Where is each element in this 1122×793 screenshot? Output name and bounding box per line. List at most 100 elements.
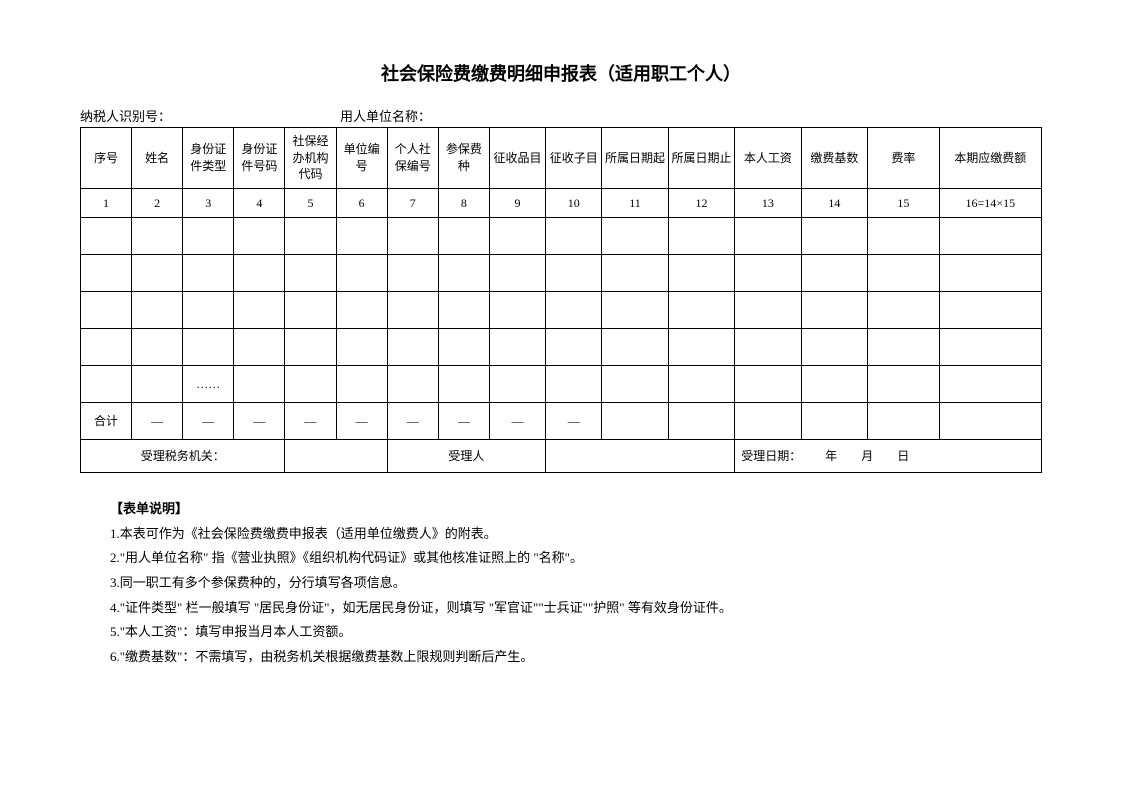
total-cell: — — [234, 403, 285, 440]
total-cell — [668, 403, 734, 440]
total-cell: — — [132, 403, 183, 440]
column-header: 参保费种 — [438, 128, 489, 189]
table-cell — [868, 366, 940, 403]
column-number: 8 — [438, 189, 489, 218]
table-cell — [285, 366, 336, 403]
table-cell — [489, 292, 545, 329]
instruction-item: 6."缴费基数"：不需填写，由税务机关根据缴费基数上限规则判断后产生。 — [110, 645, 1042, 670]
table-cell — [234, 218, 285, 255]
instructions-heading: 【表单说明】 — [110, 497, 1042, 522]
column-header: 个人社保编号 — [387, 128, 438, 189]
table-cell — [132, 255, 183, 292]
column-number: 5 — [285, 189, 336, 218]
table-cell — [336, 366, 387, 403]
total-cell — [735, 403, 801, 440]
table-cell — [735, 366, 801, 403]
column-header: 征收品目 — [489, 128, 545, 189]
table-cell — [285, 329, 336, 366]
column-number: 12 — [668, 189, 734, 218]
table-cell — [234, 292, 285, 329]
table-cell — [438, 329, 489, 366]
accept-date-label: 受理日期： 年 月 日 — [735, 440, 1042, 473]
table-cell — [183, 292, 234, 329]
table-cell — [939, 255, 1041, 292]
accept-person-label: 受理人 — [387, 440, 545, 473]
column-number: 16=14×15 — [939, 189, 1041, 218]
table-cell — [735, 329, 801, 366]
table-cell — [438, 218, 489, 255]
table-cell — [183, 218, 234, 255]
table-cell — [939, 292, 1041, 329]
table-cell — [546, 329, 602, 366]
column-header: 姓名 — [132, 128, 183, 189]
table-cell — [336, 329, 387, 366]
table-cell — [602, 218, 668, 255]
column-number: 6 — [336, 189, 387, 218]
table-cell — [868, 329, 940, 366]
instruction-item: 1.本表可作为《社会保险费缴费申报表（适用单位缴费人》的附表。 — [110, 522, 1042, 547]
column-number: 10 — [546, 189, 602, 218]
table-cell — [438, 292, 489, 329]
table-cell — [132, 218, 183, 255]
table-cell — [668, 255, 734, 292]
column-header: 本人工资 — [735, 128, 801, 189]
table-cell — [602, 255, 668, 292]
total-cell: — — [546, 403, 602, 440]
table-cell — [668, 366, 734, 403]
table-cell — [801, 218, 867, 255]
table-cell — [546, 218, 602, 255]
table-cell — [602, 329, 668, 366]
table-cell — [81, 255, 132, 292]
column-number: 1 — [81, 189, 132, 218]
table-cell — [735, 218, 801, 255]
total-cell: — — [285, 403, 336, 440]
table-cell — [939, 329, 1041, 366]
table-cell — [132, 292, 183, 329]
total-cell: — — [183, 403, 234, 440]
column-header: 所属日期止 — [668, 128, 734, 189]
table-cell — [285, 255, 336, 292]
table-cell — [387, 255, 438, 292]
table-cell — [387, 329, 438, 366]
table-cell — [489, 255, 545, 292]
table-cell — [387, 218, 438, 255]
table-cell — [801, 366, 867, 403]
table-cell — [939, 218, 1041, 255]
instruction-item: 5."本人工资"：填写申报当月本人工资额。 — [110, 620, 1042, 645]
accept-person-value — [546, 440, 735, 473]
table-cell — [183, 255, 234, 292]
column-header: 社保经办机构代码 — [285, 128, 336, 189]
table-cell — [489, 218, 545, 255]
total-cell: — — [387, 403, 438, 440]
column-header: 征收子目 — [546, 128, 602, 189]
table-cell — [234, 329, 285, 366]
table-cell — [387, 366, 438, 403]
column-number: 13 — [735, 189, 801, 218]
table-cell — [132, 366, 183, 403]
instruction-item: 4."证件类型" 栏一般填写 "居民身份证"，如无居民身份证，则填写 "军官证"… — [110, 596, 1042, 621]
total-cell — [868, 403, 940, 440]
table-cell — [234, 255, 285, 292]
table-cell — [285, 218, 336, 255]
table-cell — [336, 255, 387, 292]
table-cell — [336, 292, 387, 329]
table-cell — [801, 329, 867, 366]
instruction-item: 2."用人单位名称" 指《营业执照》《组织机构代码证》或其他核准证照上的 "名称… — [110, 546, 1042, 571]
instruction-item: 3.同一职工有多个参保费种的，分行填写各项信息。 — [110, 571, 1042, 596]
table-cell — [801, 292, 867, 329]
accept-office-value — [285, 440, 387, 473]
table-cell — [183, 329, 234, 366]
column-number: 2 — [132, 189, 183, 218]
table-cell — [868, 255, 940, 292]
instructions-block: 【表单说明】 1.本表可作为《社会保险费缴费申报表（适用单位缴费人》的附表。2.… — [80, 497, 1042, 670]
total-cell: — — [336, 403, 387, 440]
table-cell — [387, 292, 438, 329]
table-cell — [735, 292, 801, 329]
table-cell — [234, 366, 285, 403]
table-cell — [602, 366, 668, 403]
table-cell — [602, 292, 668, 329]
main-table: 序号姓名身份证件类型身份证件号码社保经办机构代码单位编号个人社保编号参保费种征收… — [80, 127, 1042, 473]
accept-office-label: 受理税务机关： — [81, 440, 285, 473]
column-header: 序号 — [81, 128, 132, 189]
column-number: 4 — [234, 189, 285, 218]
